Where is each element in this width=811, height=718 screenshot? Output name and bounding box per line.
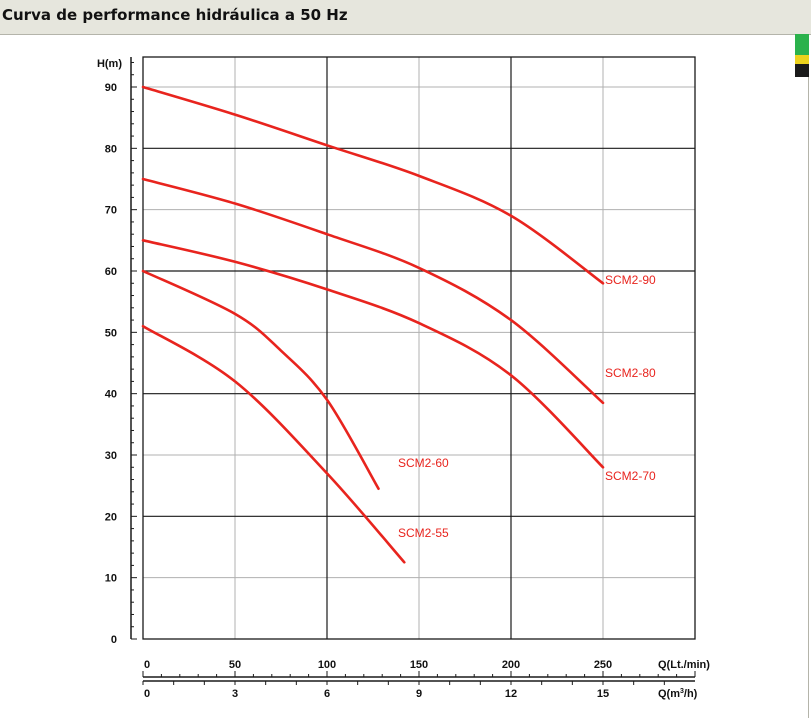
x-tick-label: 150 bbox=[410, 659, 428, 671]
y-tick-label: 40 bbox=[105, 389, 117, 401]
curve-scm2-70 bbox=[141, 239, 605, 469]
black-swatch bbox=[795, 64, 809, 77]
y-tick-label: 80 bbox=[105, 143, 117, 155]
x-axis-label: Q(Lt./min) bbox=[658, 659, 710, 671]
green-swatch bbox=[795, 34, 809, 55]
curve-label-scm2-70: SCM2-70 bbox=[605, 469, 656, 483]
y-tick-label: 50 bbox=[105, 327, 117, 339]
x2-tick-label: 6 bbox=[324, 688, 330, 700]
curves bbox=[141, 85, 605, 564]
minor-gridlines bbox=[143, 57, 695, 639]
curve-scm2-90 bbox=[141, 85, 605, 285]
x-axis-m3h: 0 3 6 9 12 15 bbox=[142, 680, 695, 700]
x-tick-label: 200 bbox=[502, 659, 520, 671]
curve-label-scm2-55: SCM2-55 bbox=[398, 526, 449, 540]
x-axis-lt-min: 0 50 100 150 200 250 bbox=[142, 659, 696, 678]
plot-frame bbox=[142, 56, 696, 640]
x-tick-label: 0 bbox=[144, 659, 150, 671]
major-gridlines bbox=[142, 56, 696, 640]
y-tick-label: 90 bbox=[105, 82, 117, 94]
x2-tick-label: 9 bbox=[416, 688, 422, 700]
header-bar: Curva de performance hidráulica a 50 Hz bbox=[0, 0, 811, 35]
y-tick-label: 10 bbox=[105, 573, 117, 585]
y-tick-label: 0 bbox=[111, 634, 117, 646]
curve-label-scm2-80: SCM2-80 bbox=[605, 366, 656, 380]
right-border bbox=[808, 34, 809, 718]
yellow-swatch bbox=[795, 55, 809, 64]
x-tick-label: 100 bbox=[318, 659, 336, 671]
y-tick-label: 20 bbox=[105, 511, 117, 523]
curve-scm2-60 bbox=[141, 269, 380, 490]
x-tick-label: 250 bbox=[594, 659, 612, 671]
curve-scm2-55 bbox=[141, 324, 406, 564]
curve-labels: SCM2-90 SCM2-80 SCM2-70 SCM2-60 SCM2-55 bbox=[398, 273, 656, 540]
x2-tick-label: 12 bbox=[505, 688, 517, 700]
x2-tick-label: 3 bbox=[232, 688, 238, 700]
x2-axis-label-b: /h) bbox=[684, 688, 698, 700]
x2-tick-label: 0 bbox=[144, 688, 150, 700]
x-tick-label: 50 bbox=[229, 659, 241, 671]
y-tick-label: 70 bbox=[105, 205, 117, 217]
x2-axis-label-a: Q(m bbox=[658, 688, 680, 700]
y-axis-label: H(m) bbox=[97, 58, 122, 70]
y-tick-label: 30 bbox=[105, 450, 117, 462]
y-axis: 0 10 20 30 40 50 60 70 80 90 bbox=[105, 57, 137, 646]
x2-axis-label-sup: 3 bbox=[680, 688, 684, 695]
page-title: Curva de performance hidráulica a 50 Hz bbox=[2, 6, 348, 24]
x2-axis-label: Q(m3/h) bbox=[658, 688, 698, 700]
curve-label-scm2-60: SCM2-60 bbox=[398, 456, 449, 470]
y-tick-label: 60 bbox=[105, 266, 117, 278]
curve-label-scm2-90: SCM2-90 bbox=[605, 273, 656, 287]
curve-scm2-80 bbox=[141, 177, 605, 405]
x2-tick-label: 15 bbox=[597, 688, 609, 700]
